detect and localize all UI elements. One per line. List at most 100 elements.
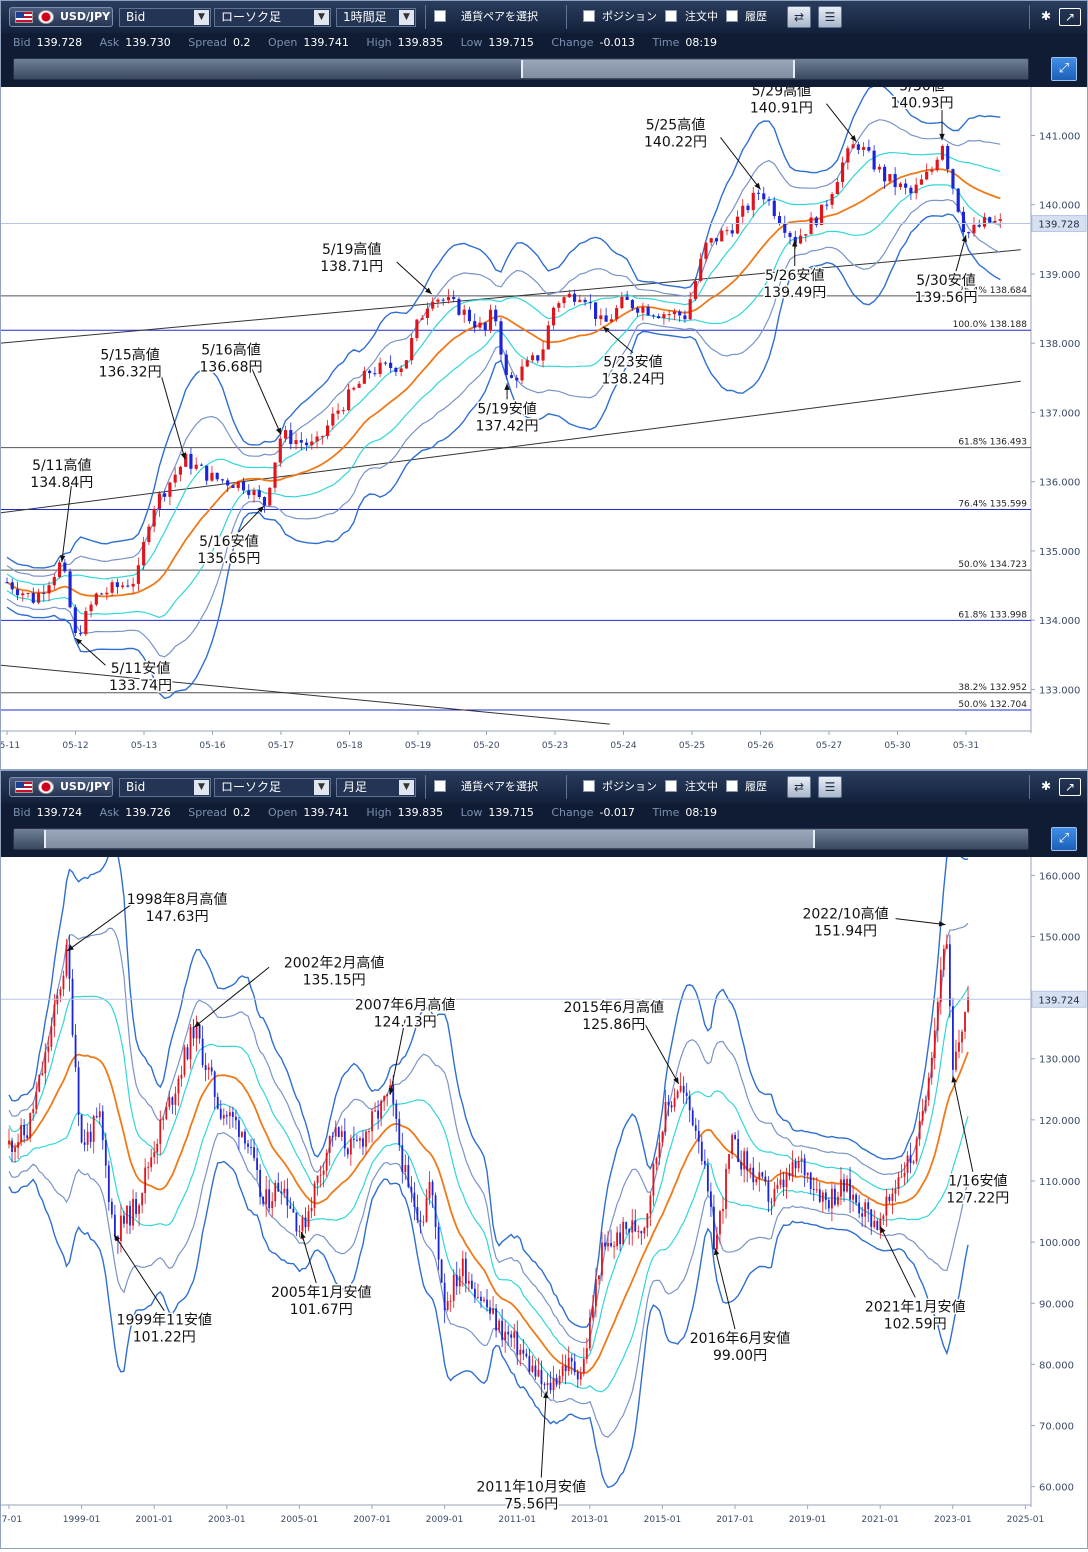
timeframe-select[interactable]: 1時間足 ▼ — [336, 8, 416, 27]
candlestick — [349, 1138, 352, 1155]
candlestick — [631, 1220, 634, 1233]
currency-pair-badge[interactable]: USD/JPY — [9, 7, 113, 27]
history-checkbox[interactable] — [726, 780, 738, 792]
navigator-track[interactable] — [13, 58, 1029, 80]
candlestick — [368, 370, 372, 374]
candlestick — [347, 389, 351, 411]
candlestick — [74, 1034, 77, 1068]
candlestick — [793, 236, 797, 244]
candlestick — [483, 322, 487, 331]
y-tick-label: 70.000 — [1039, 1422, 1074, 1433]
price-type-select[interactable]: Bid ▼ — [119, 778, 211, 797]
candlestick — [422, 1221, 425, 1223]
price-type-select[interactable]: Bid ▼ — [119, 8, 211, 27]
candlestick — [138, 1205, 140, 1214]
candlestick — [936, 1001, 939, 1031]
gear-icon[interactable]: ✱ — [1040, 9, 1052, 23]
annotation-arrow — [113, 1234, 165, 1311]
expand-navigator-icon[interactable]: ⤢ — [1051, 57, 1077, 81]
candlestick — [522, 1349, 525, 1354]
candlestick — [601, 1242, 603, 1276]
chevron-down-icon: ▼ — [399, 10, 414, 25]
candlestick — [567, 1357, 570, 1372]
candlestick — [477, 1296, 479, 1298]
candlestick — [141, 1193, 144, 1206]
candlestick — [955, 1051, 957, 1070]
candlestick — [909, 1155, 912, 1164]
candlestick — [359, 1138, 361, 1141]
candlestick — [352, 1138, 355, 1140]
candlestick — [73, 607, 77, 634]
popout-icon[interactable]: ↗ — [1059, 778, 1081, 796]
list-icon[interactable]: ☰ — [818, 776, 842, 798]
candlestick — [709, 1191, 712, 1207]
x-tick-label: 2005-01 — [281, 1515, 319, 1525]
chart-type-select[interactable]: ローソク足 ▼ — [214, 778, 331, 797]
annotation-arrowhead — [754, 182, 761, 190]
navigator-window-handle[interactable] — [44, 830, 816, 848]
candlestick — [740, 1162, 743, 1170]
x-tick-label: 05-24 — [610, 741, 636, 751]
candlestick — [123, 1215, 125, 1224]
timeframe-select[interactable]: 月足 ▼ — [336, 778, 416, 797]
chart-type-select[interactable]: ローソク足 ▼ — [214, 8, 331, 27]
compare-icon[interactable]: ⇄ — [787, 6, 811, 28]
history-checkbox[interactable] — [726, 10, 738, 22]
hourly-chart-area[interactable]: 133.000 134.000 135.000 136.000 137.000 138.0… — [0, 77, 1087, 769]
candlestick — [152, 508, 156, 527]
candlestick — [35, 1091, 38, 1110]
candlestick — [625, 1221, 628, 1229]
order-checkbox[interactable] — [665, 780, 677, 792]
candlestick — [772, 200, 776, 217]
candlestick — [474, 1288, 476, 1298]
candlestick — [743, 1151, 746, 1170]
candlestick — [595, 1279, 597, 1307]
pair-select-checkbox[interactable] — [434, 10, 446, 22]
candlestick — [77, 1067, 80, 1115]
monthly-chart-area[interactable]: 60.000 70.000 80.000 90.000 100.000 110.000 12… — [0, 854, 1087, 1548]
candlestick — [599, 315, 603, 320]
candlestick — [231, 485, 235, 488]
candlestick — [394, 368, 398, 373]
annotation-arrowhead — [792, 240, 798, 247]
popout-icon[interactable]: ↗ — [1059, 8, 1081, 26]
candlestick — [478, 322, 482, 328]
annotation-label: 133.74円 — [109, 678, 172, 694]
candlestick — [735, 216, 740, 234]
candlestick — [713, 1206, 715, 1250]
candlestick — [546, 325, 550, 350]
list-icon[interactable]: ☰ — [818, 6, 842, 28]
navigator-track[interactable] — [13, 828, 1029, 850]
candlestick — [31, 593, 35, 603]
candlestick — [662, 314, 666, 319]
y-tick-label: 141.000 — [1039, 131, 1080, 142]
gear-icon[interactable]: ✱ — [1040, 779, 1052, 793]
x-tick-label: 2001-01 — [135, 1515, 173, 1525]
candlestick — [676, 1091, 679, 1098]
candlestick — [940, 145, 945, 160]
candlestick — [159, 1119, 162, 1144]
candlestick — [537, 1369, 540, 1377]
candlestick — [870, 1209, 873, 1227]
candlestick — [247, 490, 251, 496]
annotation-arrow — [61, 481, 73, 563]
navigator-window-handle[interactable] — [521, 60, 795, 78]
x-tick-label: 05-16 — [199, 741, 225, 751]
monthly-candlestick-chart[interactable]: 60.000 70.000 80.000 90.000 100.000 110.000 12… — [0, 854, 1087, 1548]
pair-select-checkbox[interactable] — [434, 780, 446, 792]
bollinger-band-1sigma-upper — [6, 151, 1001, 586]
candlestick — [295, 1212, 298, 1232]
candlestick — [737, 1139, 740, 1163]
currency-pair-badge[interactable]: USD/JPY — [9, 777, 113, 797]
position-checkbox[interactable] — [583, 10, 595, 22]
expand-navigator-icon[interactable]: ⤢ — [1051, 827, 1077, 851]
candlestick — [935, 159, 939, 171]
order-checkbox[interactable] — [665, 10, 677, 22]
chart-type-value: ローソク足 — [221, 10, 282, 24]
compare-icon[interactable]: ⇄ — [787, 776, 811, 798]
candlestick — [673, 1097, 676, 1108]
candlestick — [640, 1231, 643, 1234]
hourly-candlestick-chart[interactable]: 133.000 134.000 135.000 136.000 137.000 138.0… — [0, 77, 1087, 769]
position-checkbox[interactable] — [583, 780, 595, 792]
x-tick-label: 05-31 — [953, 741, 979, 751]
